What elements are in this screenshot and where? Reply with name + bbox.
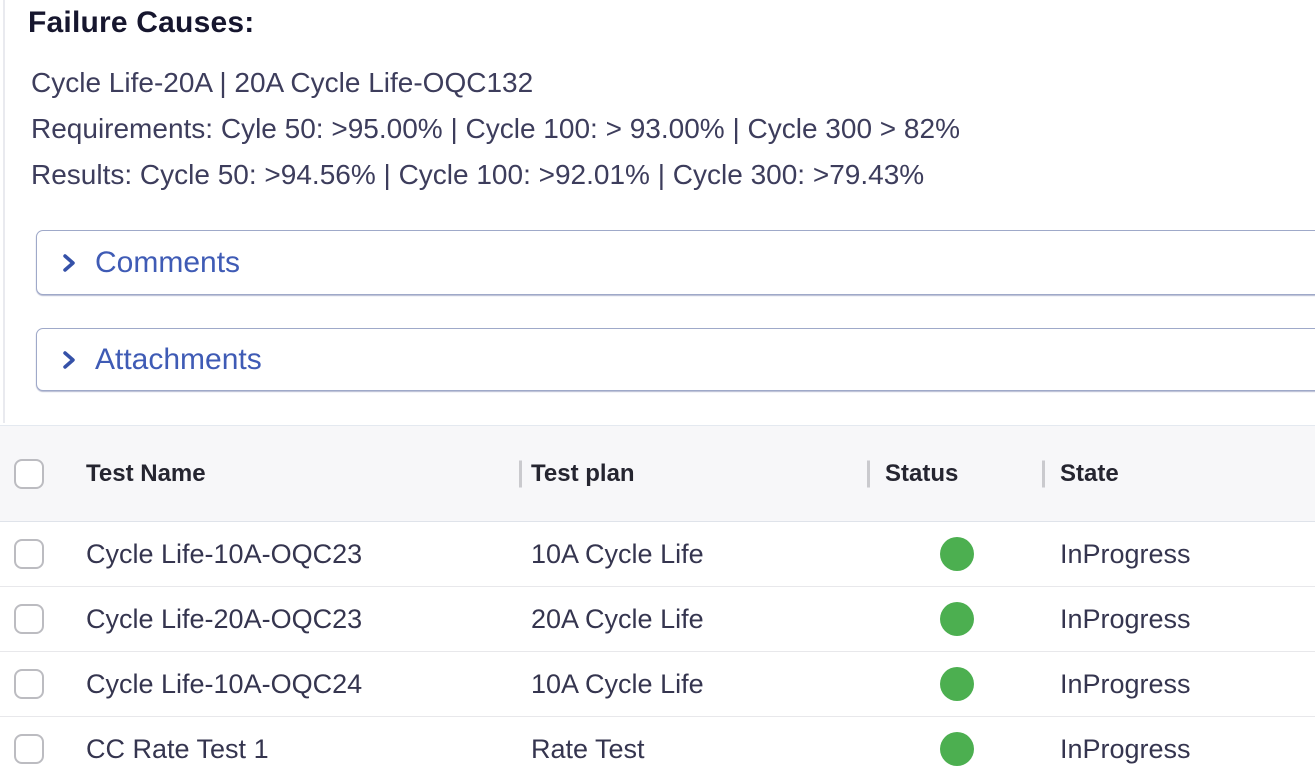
table-header-row: Test Name Test plan Status State bbox=[0, 425, 1315, 522]
tests-table: Test Name Test plan Status State Cycle L… bbox=[0, 425, 1315, 777]
row-checkbox[interactable] bbox=[14, 539, 44, 569]
status-dot-icon bbox=[940, 602, 974, 636]
requirements-line: Requirements: Cyle 50: >95.00% | Cycle 1… bbox=[31, 113, 960, 144]
header-state: State bbox=[1042, 426, 1315, 521]
comments-panel-header[interactable]: Comments bbox=[36, 230, 1315, 295]
row-checkbox[interactable] bbox=[14, 604, 44, 634]
header-test-name: Test Name bbox=[86, 459, 206, 487]
test-name-cell: Cycle Life-20A-OQC23 bbox=[86, 603, 363, 634]
comments-panel-label: Comments bbox=[95, 245, 241, 279]
table-row[interactable]: Cycle Life-10A-OQC23 10A Cycle Life InPr… bbox=[0, 522, 1315, 587]
table-row[interactable]: CC Rate Test 1 Rate Test InProgress bbox=[0, 717, 1315, 777]
column-divider bbox=[519, 460, 522, 487]
header-checkbox-cell bbox=[0, 426, 86, 521]
test-name-cell: Cycle Life-10A-OQC23 bbox=[86, 538, 363, 569]
column-divider bbox=[867, 460, 870, 487]
chevron-right-icon bbox=[59, 349, 79, 371]
status-dot-icon bbox=[940, 667, 974, 701]
state-cell: InProgress bbox=[1060, 733, 1191, 764]
attachments-panel-label: Attachments bbox=[95, 342, 262, 376]
test-plan-cell: 20A Cycle Life bbox=[531, 603, 704, 634]
status-dot-icon bbox=[940, 732, 974, 766]
results-line: Results: Cycle 50: >94.56% | Cycle 100: … bbox=[31, 159, 925, 190]
test-name-cell: CC Rate Test 1 bbox=[86, 733, 269, 764]
select-all-checkbox[interactable] bbox=[14, 458, 44, 489]
table-row[interactable]: Cycle Life-10A-OQC24 10A Cycle Life InPr… bbox=[0, 652, 1315, 717]
content-left-edge bbox=[3, 0, 5, 423]
test-plan-cell: 10A Cycle Life bbox=[531, 538, 704, 569]
test-identifier-line: Cycle Life-20A | 20A Cycle Life-OQC132 bbox=[31, 67, 534, 98]
state-cell: InProgress bbox=[1060, 603, 1191, 634]
column-divider bbox=[1042, 460, 1045, 487]
page-title: Failure Causes: bbox=[28, 6, 255, 39]
status-dot-icon bbox=[940, 537, 974, 571]
failure-details: Cycle Life-20A | 20A Cycle Life-OQC132 R… bbox=[31, 66, 960, 204]
test-plan-cell: 10A Cycle Life bbox=[531, 668, 704, 699]
chevron-right-icon bbox=[59, 252, 79, 274]
row-checkbox[interactable] bbox=[14, 734, 44, 764]
attachments-panel-header[interactable]: Attachments bbox=[36, 328, 1315, 391]
test-name-cell: Cycle Life-10A-OQC24 bbox=[86, 668, 363, 699]
state-cell: InProgress bbox=[1060, 668, 1191, 699]
row-checkbox[interactable] bbox=[14, 669, 44, 699]
state-cell: InProgress bbox=[1060, 538, 1191, 569]
header-status: Status bbox=[867, 426, 1042, 521]
header-test-plan: Test plan bbox=[519, 426, 867, 521]
table-row[interactable]: Cycle Life-20A-OQC23 20A Cycle Life InPr… bbox=[0, 587, 1315, 652]
test-plan-cell: Rate Test bbox=[531, 733, 645, 764]
